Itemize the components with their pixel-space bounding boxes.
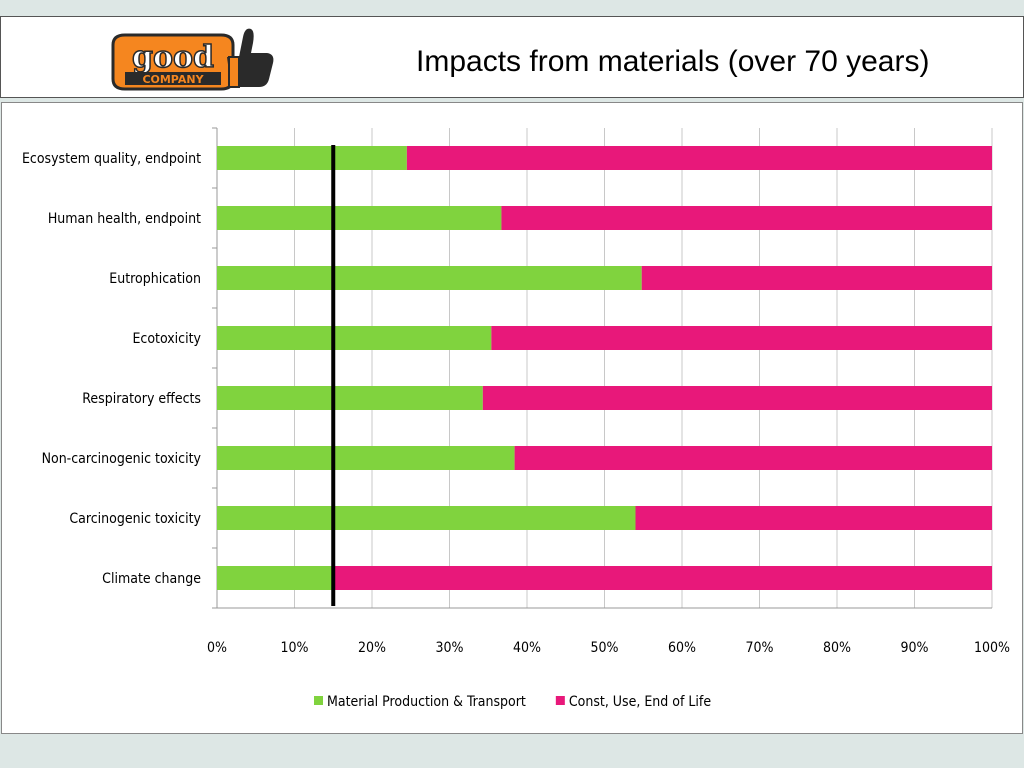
legend-label: Const, Use, End of Life (569, 694, 712, 710)
x-tick-label: 40% (513, 640, 541, 656)
bar-segment (333, 566, 992, 590)
good-company-logo: good COMPANY (111, 28, 274, 91)
category-label: Eutrophication (109, 271, 201, 287)
bar-segment (635, 506, 992, 530)
bar-segment (217, 386, 483, 410)
x-tick-label: 10% (281, 640, 309, 656)
x-tick-label: 50% (591, 640, 619, 656)
category-label: Ecotoxicity (132, 331, 201, 347)
legend-swatch (314, 696, 323, 705)
category-label: Climate change (102, 571, 201, 587)
x-tick-label: 20% (358, 640, 386, 656)
bar-segment (217, 146, 407, 170)
bar-segment (482, 386, 992, 410)
x-tick-label: 90% (901, 640, 929, 656)
x-tick-label: 100% (974, 640, 1010, 656)
bar-segment (217, 566, 334, 590)
category-label: Human health, endpoint (48, 211, 201, 227)
x-tick-label: 80% (823, 640, 851, 656)
x-tick-label: 0% (207, 640, 227, 656)
bar-segment (491, 326, 992, 350)
bar-segment (406, 146, 992, 170)
category-label: Carcinogenic toxicity (69, 511, 201, 527)
category-label: Ecosystem quality, endpoint (22, 151, 201, 167)
slide-title: Impacts from materials (over 70 years) (416, 45, 930, 78)
bar-segment (514, 446, 992, 470)
legend-label: Material Production & Transport (327, 694, 526, 710)
svg-text:COMPANY: COMPANY (142, 73, 204, 86)
x-tick-label: 60% (668, 640, 696, 656)
bar-segment (217, 506, 636, 530)
bar-segment (217, 326, 492, 350)
legend-swatch (555, 696, 565, 705)
slide-header: good COMPANY Impacts from materials (ove… (0, 16, 1024, 98)
bar-segment (217, 206, 502, 230)
svg-text:good: good (132, 40, 214, 75)
stacked-bar-chart: Ecosystem quality, endpoint Human health,… (22, 127, 1010, 710)
x-tick-label: 30% (436, 640, 464, 656)
bar-segment (501, 206, 992, 230)
x-tick-label: 70% (746, 640, 774, 656)
chart-panel: Ecosystem quality, endpoint Human health,… (1, 102, 1023, 734)
bar-segment (217, 266, 642, 290)
bar-segment (217, 446, 515, 470)
category-label: Non-carcinogenic toxicity (42, 451, 202, 467)
bar-segment (641, 266, 992, 290)
category-label: Respiratory effects (82, 391, 201, 407)
